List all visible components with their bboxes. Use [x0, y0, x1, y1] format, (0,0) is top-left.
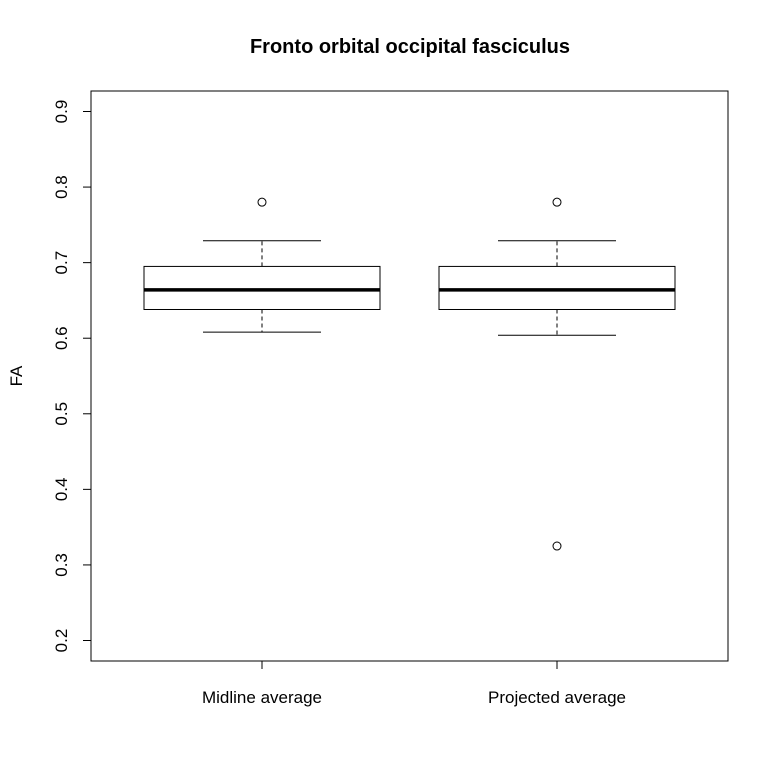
y-tick-label: 0.8 — [52, 175, 71, 199]
x-tick-label: Midline average — [202, 688, 322, 707]
outlier-point — [257, 197, 267, 207]
boxes — [143, 197, 676, 551]
chart-title: Fronto orbital occipital fasciculus — [250, 36, 570, 58]
y-tick-label: 0.7 — [52, 251, 71, 275]
outlier-point — [552, 541, 562, 551]
x-ticks: Midline average Projected average — [202, 661, 626, 707]
y-axis-label: FA — [7, 365, 26, 386]
y-tick-label: 0.2 — [52, 629, 71, 653]
y-tick-label: 0.6 — [52, 326, 71, 350]
outlier-point — [552, 197, 562, 207]
box-1 — [143, 197, 381, 333]
y-ticks: 0.2 0.3 0.4 0.5 0.6 0.7 0.8 0.9 — [52, 100, 91, 653]
plot-frame — [90, 90, 729, 662]
y-tick-label: 0.9 — [52, 100, 71, 124]
y-tick-label: 0.5 — [52, 402, 71, 426]
box-2 — [438, 197, 676, 551]
iqr-box — [143, 265, 381, 310]
y-tick-label: 0.3 — [52, 553, 71, 577]
x-tick-label: Projected average — [488, 688, 626, 707]
y-tick-label: 0.4 — [52, 478, 71, 502]
iqr-box — [438, 265, 676, 310]
